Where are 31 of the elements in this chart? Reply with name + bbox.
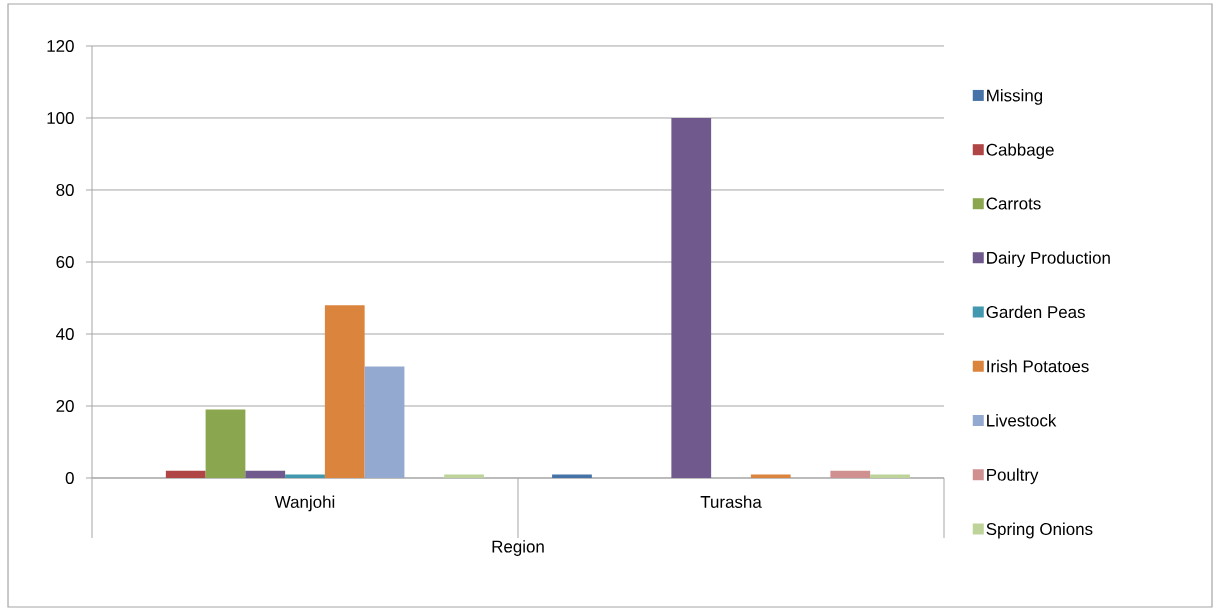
y-tick-label: 120 [47,39,74,52]
bar [324,305,365,478]
bar [671,117,712,478]
legend-label: Poultry [987,468,1039,485]
bar [205,409,246,478]
y-tick-label: 80 [56,183,74,196]
bar [444,474,484,478]
legend-label: Spring Onions [986,522,1093,539]
legend-label: Garden Peas [986,305,1085,319]
x-tick-label: Wanjohi [274,495,335,512]
y-tick-label: 40 [56,327,74,340]
bar [245,470,286,478]
bar [870,474,910,478]
legend-label: Cabbage [986,143,1054,160]
bar [750,474,791,478]
y-tick-label: 0 [65,471,74,484]
bar [364,366,405,478]
legend-label: Carrots [986,197,1041,210]
legend-label: Dairy Production [987,251,1110,268]
legend-label: Livestock [987,414,1057,427]
bar [552,474,592,478]
legend-label: Missing [987,89,1043,105]
bar [165,470,206,478]
legend-label: Irish Potatoes [987,359,1089,373]
bar [285,474,325,478]
x-tick-label: Turasha [700,495,762,508]
y-tick-label: 100 [47,111,74,124]
y-tick-label: 20 [56,399,74,412]
x-axis-title: Region [492,540,544,556]
bar [830,470,871,478]
y-tick-label: 60 [56,255,74,268]
